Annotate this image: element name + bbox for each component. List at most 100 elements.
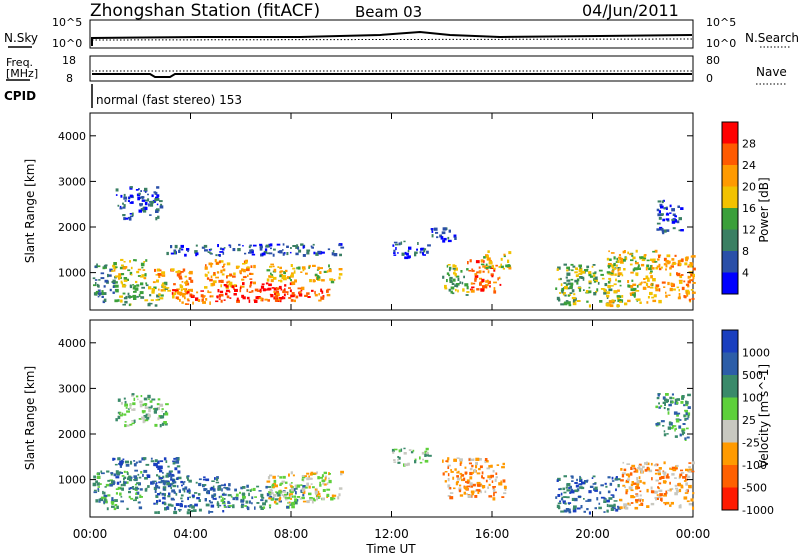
power-cell [676,272,681,277]
power-marks [92,186,696,308]
velocity-cell [680,472,685,474]
velocity-cell [617,478,621,481]
velocity-cell [174,506,176,511]
velocity-cell [470,458,474,461]
cpid-label: CPID [4,89,36,103]
velocity-cell [294,498,297,502]
power-cell [329,278,334,281]
power-cell [127,269,131,272]
velocity-cell [397,461,401,464]
power-cell [671,263,675,265]
power-cell [115,284,119,288]
power-cell [493,269,496,272]
power-cell [109,288,112,292]
velocity-cell [340,473,343,476]
velocity-cell [639,490,642,493]
velocity-cell [319,495,321,497]
power-cell [144,187,148,192]
power-cell [143,210,147,213]
velocity-scale-tick-label: 1000 [742,347,770,360]
power-cell [478,266,481,269]
velocity-cell [594,486,598,490]
velocity-cell [444,480,447,483]
velocity-cell [577,495,582,498]
power-cell [159,200,163,203]
power-cell [338,268,343,271]
power-cell [179,298,181,302]
power-cell [187,282,190,286]
velocity-cell [675,427,677,430]
velocity-cell [495,476,498,479]
power-cell [639,301,642,304]
velocity-cell [612,504,616,507]
velocity-cell [457,470,460,473]
power-cell [340,246,345,249]
power-cell [608,277,612,280]
velocity-cell [470,490,475,494]
power-cell [594,279,598,283]
power-cell [314,290,316,295]
velocity-cell [279,483,282,486]
velocity-cell [450,469,452,471]
power-cell [196,291,199,294]
velocity-cell [481,475,483,479]
velocity-cell [675,467,678,470]
velocity-cell [301,496,305,500]
velocity-cell [410,451,414,454]
power-cell [469,259,472,263]
velocity-cell [599,491,602,495]
velocity-cell [235,497,239,501]
power-cell [656,265,661,268]
velocity-cell [290,482,293,484]
velocity-cell [249,500,251,504]
velocity-cell [333,497,336,500]
velocity-cell [282,475,286,479]
power-cell [606,291,610,294]
velocity-cell [315,487,318,490]
power-cell [328,264,330,268]
power-cell [617,289,620,292]
power-cell [139,204,142,207]
power-cell [241,268,244,272]
velocity-cell [660,405,663,408]
power-cell [596,288,599,292]
power-cell [493,290,497,294]
power-cell [261,252,264,256]
velocity-cell [215,478,219,481]
power-cell [148,286,152,290]
power-cell [314,273,318,276]
velocity-cell [268,491,272,494]
velocity-cell [131,408,135,411]
power-cell [665,264,668,268]
power-patch [204,259,256,290]
power-cell [479,282,482,286]
velocity-cell [687,412,691,416]
power-cell [688,291,690,295]
velocity-cell [161,501,166,505]
velocity-cell [658,406,661,409]
power-cell [474,273,478,276]
velocity-cell [182,482,185,485]
velocity-cell [161,422,165,426]
power-cell [400,241,403,245]
velocity-cell [121,412,124,415]
power-cell [503,253,506,256]
power-cell [431,230,434,233]
power-cell [614,273,617,276]
power-cell [574,267,578,270]
power-cell [671,258,675,261]
power-cell [124,300,128,304]
power-cell [617,268,620,272]
velocity-cell [143,415,148,419]
velocity-cell [679,433,682,437]
velocity-cell [419,456,421,460]
power-cell [150,299,154,302]
x-tick-label: 00:00 [73,527,108,541]
power-cell [671,208,675,212]
velocity-patch [442,457,507,501]
velocity-cell [221,502,226,505]
velocity-cell [267,486,271,488]
velocity-cell [469,476,473,480]
velocity-cell [134,469,138,472]
